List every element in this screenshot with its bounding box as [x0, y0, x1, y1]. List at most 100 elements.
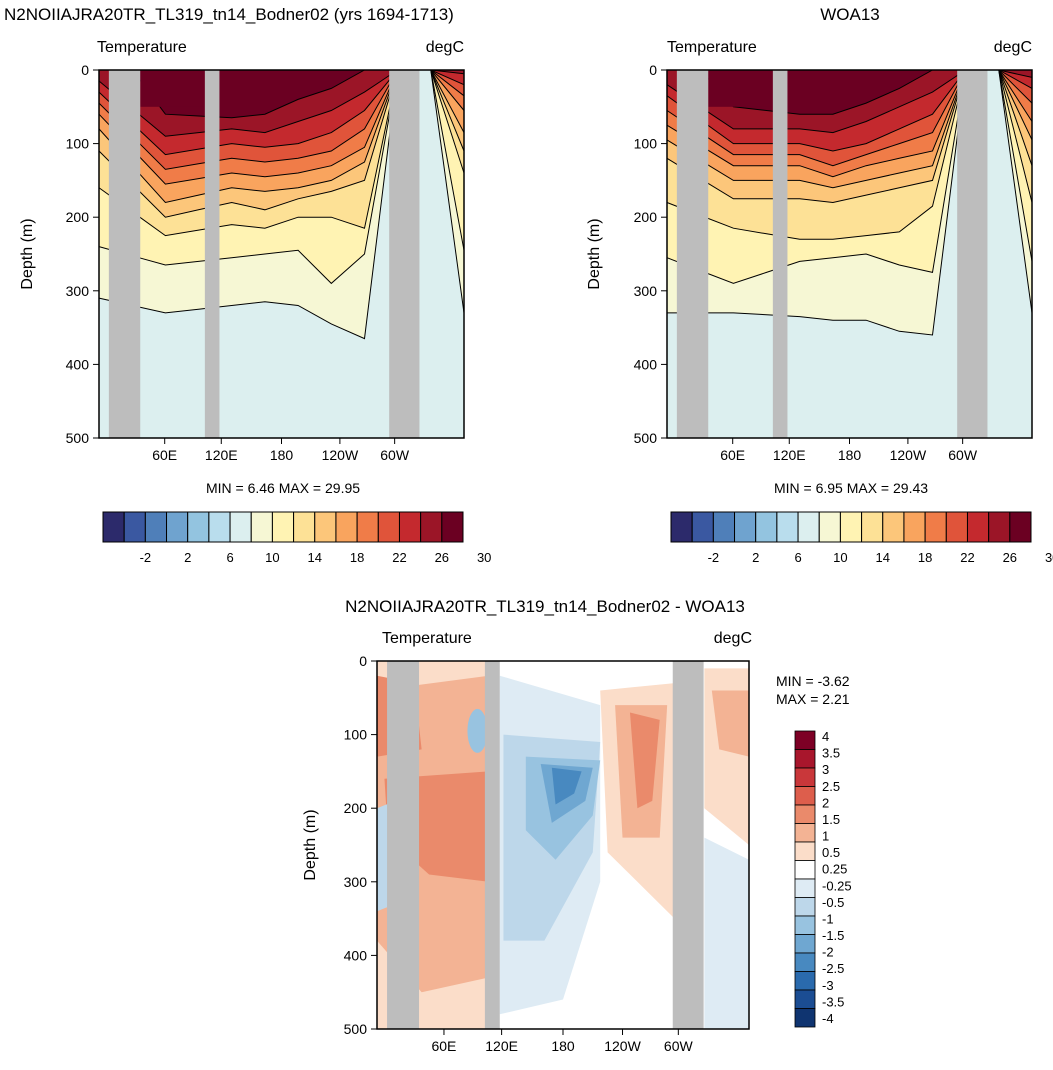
colorbar-diff-label-10: -0.5 [822, 895, 844, 910]
diff-ytick-label-400: 400 [344, 947, 368, 963]
diff-land-mask-1 [484, 661, 500, 1029]
panel-diff-units: degC [714, 630, 752, 647]
colorbar-obs-label-6: 22 [960, 550, 974, 565]
panel-obs-minmax: MIN = 6.95 MAX = 29.43 [774, 480, 928, 496]
diff-ytick-label-0: 0 [359, 653, 367, 669]
colorbar-model-swatch-13 [377, 511, 400, 543]
model-land-mask-0 [108, 70, 141, 438]
plot-diff: 0 100 200 300 400 500 60E 120E 180 120W 60W [344, 653, 750, 1054]
colorbar-model-label-0: -2 [140, 550, 152, 565]
colorbar-model-swatch-3 [166, 511, 189, 543]
obs-land-mask-0 [676, 70, 709, 438]
model-warmpool-west [140, 70, 206, 107]
colorbar-diff-label-1: 3.5 [822, 746, 840, 761]
obs-xtick-label-2: 180 [838, 447, 862, 463]
diff-ytick-label-100: 100 [344, 727, 368, 743]
panel-obs-ylabel: Depth (m) [586, 218, 603, 289]
panel-model-units: degC [426, 39, 464, 56]
colorbar-diff-label-11: -1 [822, 911, 834, 926]
diff-ytick-label-200: 200 [344, 800, 368, 816]
colorbar-diff-swatch-0 [794, 730, 816, 750]
colorbar-diff-label-14: -2.5 [822, 961, 844, 976]
colorbar-obs-swatch-13 [945, 511, 968, 543]
colorbar-diff-label-15: -3 [822, 978, 834, 993]
colorbar-diff-swatch-2 [794, 767, 816, 787]
colorbar-diff-swatch-8 [794, 878, 816, 898]
colorbar-obs-swatch-1 [691, 511, 714, 543]
diff-xtick-label-1: 120E [485, 1038, 518, 1054]
colorbar-diff-swatch-3 [794, 786, 816, 806]
colorbar-obs-swatch-4 [755, 511, 778, 543]
panel-diff-title: N2NOIIAJRA20TR_TL319_tn14_Bodner02 - WOA… [345, 597, 745, 616]
colorbar-model-swatch-7 [250, 511, 273, 543]
obs-xtick-label-1: 120E [773, 447, 806, 463]
colorbar-obs-label-4: 14 [876, 550, 890, 565]
colorbar-diff-swatch-13 [794, 971, 816, 991]
colorbar-diff-swatch-7 [794, 860, 816, 880]
colorbar-diff-swatch-5 [794, 823, 816, 843]
diff-indo-cool-spot [467, 708, 488, 753]
colorbar-diff-label-13: -2 [822, 945, 834, 960]
colorbar-model-label-3: 10 [265, 550, 279, 565]
colorbar-obs-swatch-0 [670, 511, 693, 543]
model-land-mask-1 [204, 70, 220, 438]
panel-obs: WOA13 Temperature degC 0 100 200 300 400 500 6… [586, 5, 1053, 565]
diff-ytick-label-500: 500 [344, 1021, 368, 1037]
plot-model: 0 100 200 300 400 500 60E 120E 180 120W 60W [66, 62, 465, 463]
colorbar-obs-swatch-2 [712, 511, 736, 543]
obs-land-mask-1 [772, 70, 788, 438]
colorbar-obs-label-2: 6 [794, 550, 801, 565]
panel-obs-title: WOA13 [820, 5, 880, 24]
colorbar-model-swatch-9 [293, 511, 316, 543]
colorbar-diff-swatch-4 [794, 804, 816, 824]
diff-central-cool-4 [551, 767, 582, 805]
colorbar-model-swatch-10 [314, 511, 337, 543]
colorbar-model-swatch-12 [356, 511, 379, 543]
colorbar-diff-label-5: 1.5 [822, 812, 840, 827]
colorbar-obs-swatch-11 [903, 511, 926, 543]
panel-model-variable: Temperature [97, 39, 187, 56]
colorbar-obs-swatch-7 [818, 511, 841, 543]
model-ytick-label-300: 300 [66, 283, 90, 299]
obs-ytick-label-400: 400 [634, 356, 658, 372]
colorbar-model-label-2: 6 [226, 550, 233, 565]
obs-ytick-label-200: 200 [634, 209, 658, 225]
colorbar-diff: 4 3.53 2.52 1.5 10.5 0.25-0.25 -0.5-1 -1.5 -2-2.… [794, 729, 852, 1028]
model-xtick-label-0: 60E [152, 447, 177, 463]
colorbar-obs-swatch-15 [988, 511, 1011, 543]
colorbar-diff-label-0: 4 [822, 729, 829, 744]
colorbar-diff-swatch-15 [794, 1008, 816, 1028]
diff-far-east-cool [704, 837, 749, 1029]
panel-obs-units: degC [994, 39, 1032, 56]
colorbar-obs-swatch-10 [882, 511, 905, 543]
diff-land-mask-2 [672, 661, 704, 1029]
colorbar-diff-swatch-11 [794, 934, 816, 954]
colorbar-obs-label-3: 10 [833, 550, 847, 565]
panel-diff-variable: Temperature [382, 630, 472, 647]
colorbar-model-swatch-11 [335, 511, 358, 543]
colorbar-model-swatch-2 [144, 511, 168, 543]
model-ytick-label-100: 100 [66, 136, 90, 152]
colorbar-obs-swatch-12 [924, 511, 947, 543]
plot-obs: 0 100 200 300 400 500 60E 120E 180 120W 60W [634, 62, 1033, 463]
colorbar-model: -2 2 6 10 14 18 22 26 30 [102, 511, 491, 565]
obs-ytick-label-0: 0 [649, 62, 657, 78]
colorbar-diff-swatch-9 [794, 897, 816, 917]
diff-ytick-label-300: 300 [344, 874, 368, 890]
model-xtick-label-3: 120W [322, 447, 359, 463]
panel-diff-ylabel: Depth (m) [302, 809, 319, 880]
colorbar-model-swatch-15 [420, 511, 443, 543]
colorbar-model-label-8: 30 [477, 550, 491, 565]
model-xtick-label-1: 120E [205, 447, 238, 463]
model-ytick-label-500: 500 [66, 430, 90, 446]
colorbar-model-swatch-0 [102, 511, 125, 543]
colorbar-obs-label-0: -2 [708, 550, 720, 565]
obs-warmpool-west [708, 70, 774, 107]
obs-xtick-label-3: 120W [890, 447, 927, 463]
colorbar-model-swatch-8 [271, 511, 295, 543]
colorbar-diff-swatch-12 [794, 952, 816, 972]
model-xtick-label-2: 180 [270, 447, 294, 463]
colorbar-obs-swatch-5 [776, 511, 799, 543]
